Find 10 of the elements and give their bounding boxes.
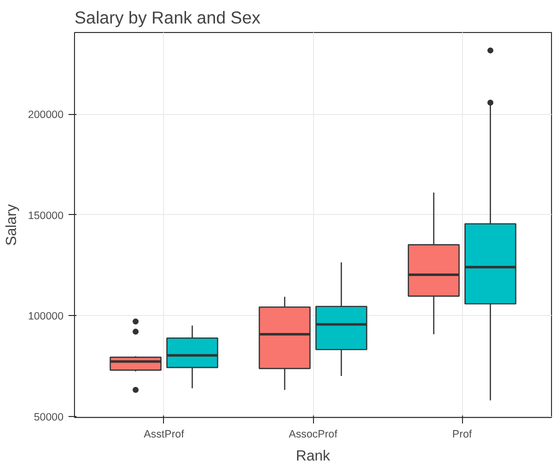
y-tick-label: 50000	[34, 411, 64, 424]
y-axis-title: Salary	[4, 204, 20, 246]
y-tick-label: 150000	[28, 210, 64, 222]
chart-title: Salary by Rank and Sex	[74, 8, 261, 28]
x-tick-label: AssocProf	[288, 428, 338, 440]
y-tick-label: 100000	[28, 310, 64, 323]
x-axis-title: Rank	[296, 448, 331, 464]
x-tick-label: Prof	[452, 428, 472, 440]
x-tick-label: AsstProf	[144, 428, 184, 440]
y-tick-label: 200000	[28, 109, 64, 122]
